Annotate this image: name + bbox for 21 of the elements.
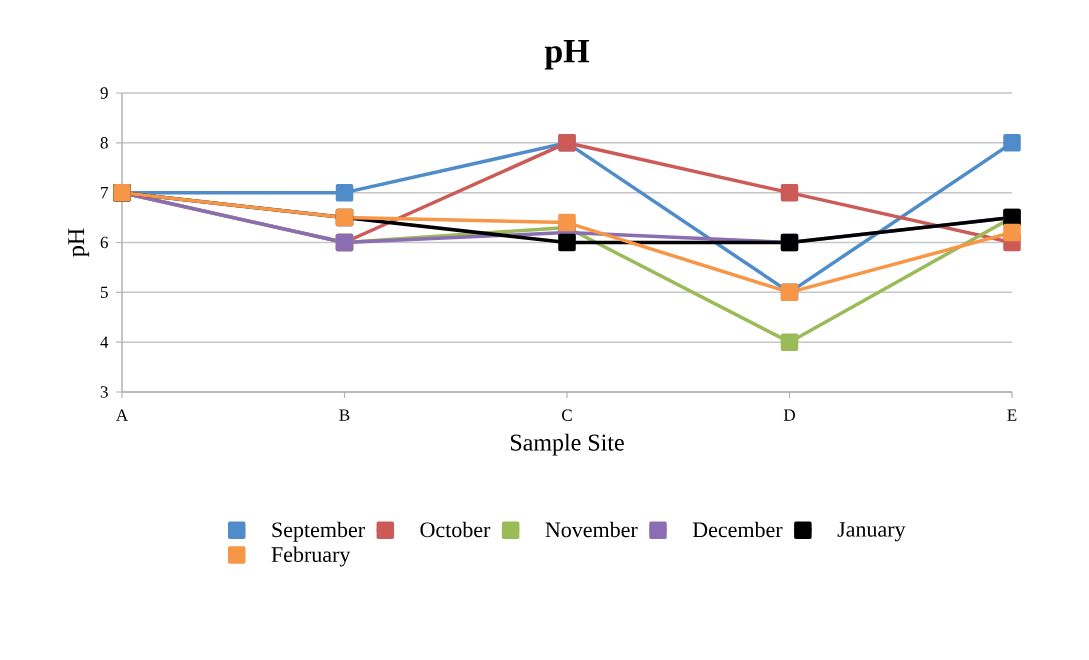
- legend-label: January: [837, 522, 906, 542]
- x-tick-label: A: [116, 409, 129, 421]
- legend-label: October: [420, 521, 491, 538]
- y-tick-label: 7: [101, 187, 108, 199]
- y-tick-label: 9: [100, 87, 108, 99]
- x-tick-label: B: [339, 409, 350, 421]
- legend-label: February: [271, 546, 351, 567]
- x-tick-label: C: [562, 409, 572, 421]
- y-axis-title: pH: [68, 228, 90, 257]
- legend-label: November: [545, 521, 638, 538]
- x-axis-title: Sample Site: [510, 433, 624, 456]
- x-tick-label: E: [1007, 409, 1017, 421]
- y-tick-label: 5: [100, 286, 108, 298]
- y-tick-label: 3: [100, 386, 108, 398]
- y-tick-label: 8: [100, 137, 108, 149]
- legend-label: September: [272, 521, 365, 542]
- x-tick-label: D: [783, 409, 795, 421]
- chart-title: pH: [544, 40, 590, 70]
- y-tick-label: 4: [100, 336, 109, 348]
- legend-label: December: [692, 521, 783, 538]
- y-tick-label: 6: [100, 236, 108, 249]
